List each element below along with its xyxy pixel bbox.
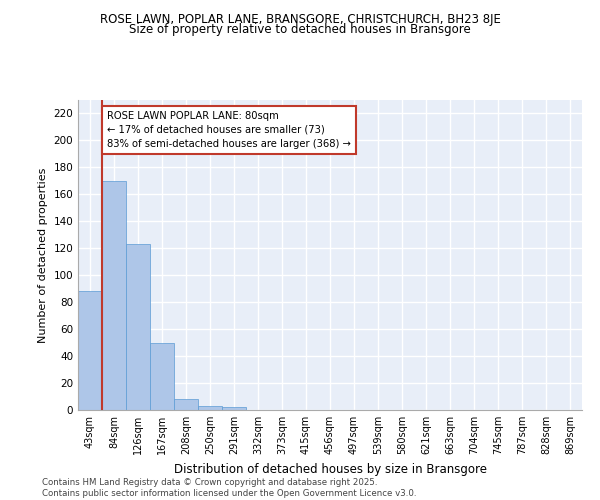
Bar [198, 406, 222, 410]
Bar [126, 244, 150, 410]
Bar [222, 408, 246, 410]
Bar [174, 399, 198, 410]
Bar [102, 181, 126, 410]
Text: ROSE LAWN, POPLAR LANE, BRANSGORE, CHRISTCHURCH, BH23 8JE: ROSE LAWN, POPLAR LANE, BRANSGORE, CHRIS… [100, 12, 500, 26]
Bar [150, 342, 174, 410]
Text: ROSE LAWN POPLAR LANE: 80sqm
← 17% of detached houses are smaller (73)
83% of se: ROSE LAWN POPLAR LANE: 80sqm ← 17% of de… [107, 111, 350, 149]
Bar [78, 292, 102, 410]
X-axis label: Distribution of detached houses by size in Bransgore: Distribution of detached houses by size … [173, 462, 487, 475]
Y-axis label: Number of detached properties: Number of detached properties [38, 168, 48, 342]
Text: Size of property relative to detached houses in Bransgore: Size of property relative to detached ho… [129, 22, 471, 36]
Text: Contains HM Land Registry data © Crown copyright and database right 2025.
Contai: Contains HM Land Registry data © Crown c… [42, 478, 416, 498]
